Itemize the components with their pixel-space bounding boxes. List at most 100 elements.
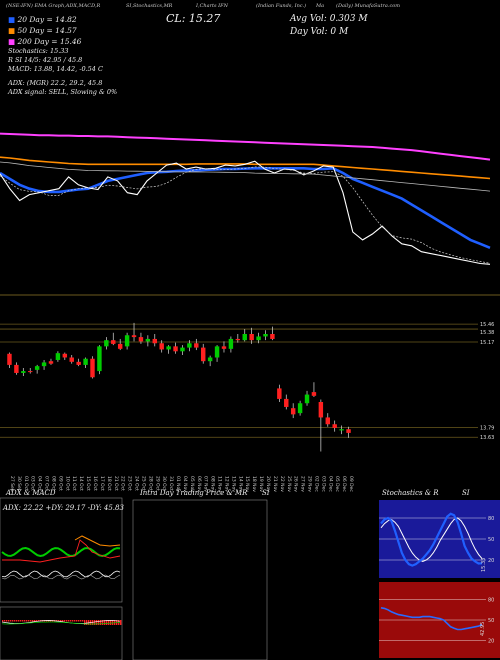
- candle-body: [311, 392, 317, 396]
- price-level-label: 13.63: [480, 435, 494, 441]
- candle-body: [228, 338, 234, 349]
- macd-histogram-bar: [108, 620, 110, 625]
- x-tick-label: 22 Nov: [279, 476, 285, 492]
- macd-histogram-bar: [68, 620, 70, 622]
- macd-histogram-bar: [34, 620, 36, 622]
- candle-body: [263, 334, 268, 337]
- x-tick-label: 08 Nov: [210, 476, 216, 492]
- macd-histogram-bar: [60, 620, 62, 622]
- macd-histogram-bar: [20, 620, 22, 622]
- macd-signal-line: [1, 621, 121, 625]
- macd-histogram-bar: [88, 620, 90, 625]
- candle-body: [249, 334, 254, 341]
- macd-histogram-bar: [12, 620, 14, 622]
- candle-body: [124, 335, 130, 347]
- x-tick-label: 09 Dec: [348, 476, 354, 492]
- header-meta: (Daily) MunafaSutra.com: [336, 3, 401, 9]
- candle-body: [41, 362, 47, 367]
- x-tick-label: 31 Oct: [168, 476, 174, 491]
- candle-body: [256, 336, 261, 341]
- macd-histogram-bar: [104, 620, 106, 625]
- candle-body: [235, 338, 241, 341]
- x-tick-label: 21 Oct: [113, 476, 119, 491]
- macd-histogram-bar: [14, 620, 16, 622]
- adx-grey-line: [1, 574, 121, 580]
- x-tick-label: 18 Oct: [106, 476, 112, 491]
- x-tick-label: 06 Dec: [341, 476, 347, 492]
- intraday-panel-frame: [132, 499, 268, 660]
- x-tick-label: 11 Nov: [217, 476, 223, 492]
- candle-body: [62, 353, 68, 358]
- macd-histogram-bar: [38, 620, 40, 622]
- si-title-2: SI: [462, 489, 470, 497]
- x-tick-label: 29 Nov: [307, 476, 313, 492]
- macd-panel-frame: [0, 606, 123, 660]
- macd-histogram-bar: [80, 620, 82, 622]
- candle-body: [221, 346, 227, 349]
- candle-body: [111, 340, 116, 344]
- x-tick-label: 21 Nov: [272, 476, 278, 492]
- macd-histogram-bar: [106, 620, 108, 625]
- macd-histogram-bar: [82, 620, 84, 622]
- macd-histogram-bar: [22, 620, 24, 622]
- x-tick-label: 05 Dec: [334, 476, 340, 492]
- macd-histogram-bar: [110, 620, 112, 625]
- candle-body: [69, 357, 74, 362]
- macd-histogram-bar: [66, 620, 68, 622]
- x-tick-label: 17 Oct: [99, 476, 105, 491]
- ema-dotted-line: [0, 166, 491, 264]
- candle-body: [318, 402, 324, 418]
- rsi-level-label: 50: [488, 618, 494, 624]
- candle-body: [34, 366, 40, 370]
- intraday-panel-title: Intra Day Trading Price & MR: [140, 489, 248, 497]
- rsi-line: [380, 607, 483, 631]
- x-tick-label: 14 Nov: [237, 476, 243, 492]
- x-tick-label: 15 Oct: [85, 476, 91, 491]
- candle-body: [145, 338, 151, 342]
- candle-body: [48, 361, 54, 364]
- macd-histogram-bar: [26, 620, 28, 622]
- stochastics-gap: [379, 578, 500, 583]
- candle-body: [284, 398, 289, 407]
- x-tick-label: 02 Dec: [313, 476, 319, 492]
- macd-histogram-bar: [98, 620, 100, 625]
- legend-ema200: ■ 200 Day = 15.46: [8, 37, 82, 46]
- macd-histogram-bar: [100, 620, 102, 625]
- macd-histogram-bar: [102, 620, 104, 625]
- candle-body: [14, 364, 19, 373]
- x-tick-label: 30 Oct: [161, 476, 167, 491]
- candle-body: [173, 346, 178, 352]
- macd-histogram-bar: [96, 620, 98, 625]
- candle-body: [201, 347, 206, 362]
- candle-body: [290, 408, 296, 415]
- x-tick-label: 06 Nov: [196, 476, 202, 492]
- x-tick-label: 01 Nov: [175, 476, 181, 492]
- candle-body: [339, 429, 344, 431]
- macd-histogram-bar: [28, 620, 30, 622]
- stoch-k-line: [380, 512, 483, 567]
- stoch-level-label: 80: [488, 516, 494, 522]
- macd-histogram-bar: [18, 620, 20, 622]
- header-item: (NSE:IFN) EMA Graph,ADX,MACD,R: [6, 3, 101, 9]
- candle-body: [76, 361, 81, 365]
- x-tick-label: 07 Oct: [44, 476, 50, 491]
- macd-histogram-bar: [62, 620, 64, 622]
- x-tick-label: 25 Oct: [140, 476, 146, 491]
- header-meta: I,Charts IFN: [196, 3, 228, 9]
- x-tick-label: 24 Oct: [134, 476, 140, 491]
- price-level-label: 15.17: [480, 340, 494, 346]
- day-volume: Day Vol: 0 M: [290, 27, 349, 37]
- x-tick-label: 10 Oct: [64, 476, 70, 491]
- x-tick-label: 12 Nov: [223, 476, 229, 492]
- legend-rsi: R SI 14/5: 42.95 / 45.8: [8, 56, 83, 64]
- header-meta: SI,Stochastics,MR: [126, 3, 173, 9]
- candle-body: [83, 358, 88, 365]
- candle-body: [152, 338, 157, 344]
- x-tick-label: 03 Dec: [320, 476, 326, 492]
- macd-histogram-bar: [4, 620, 6, 622]
- candle-body: [346, 429, 351, 433]
- legend-adx: ADX: (MGR) 22.2, 29.2, 45.8: [8, 79, 103, 87]
- close-label: CL: 15.27: [166, 12, 221, 25]
- ema-grey-line: [0, 161, 491, 192]
- candle-body: [138, 337, 144, 342]
